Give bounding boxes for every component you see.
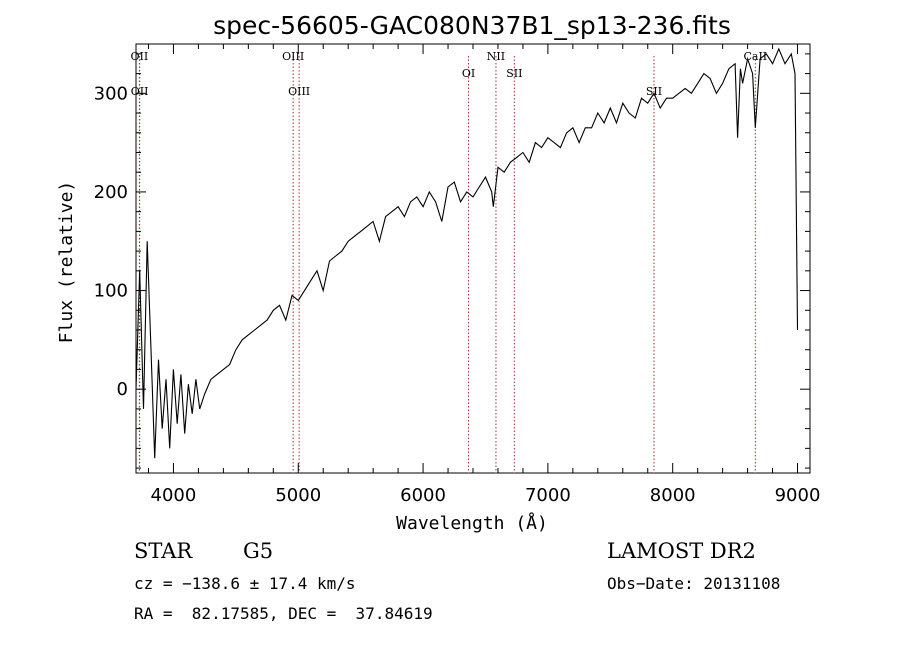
x-tick-label: 9000 bbox=[775, 485, 821, 506]
line-marker-label: NII bbox=[487, 50, 505, 63]
line-marker-label: OII bbox=[131, 85, 149, 98]
line-marker-label: CaII bbox=[743, 50, 767, 63]
y-tick-label: 100 bbox=[94, 281, 128, 302]
plot-frame bbox=[135, 43, 811, 474]
object-subclass: G5 bbox=[243, 539, 274, 563]
coordinates-readout: RA = 82.17585, DEC = 37.84619 bbox=[134, 604, 433, 623]
plot-border bbox=[135, 43, 811, 474]
x-tick-label: 4000 bbox=[151, 485, 197, 506]
y-tick-label: 200 bbox=[94, 182, 128, 203]
spectrum-line bbox=[135, 47, 799, 459]
observation-date: Obs−Date: 20131108 bbox=[607, 574, 781, 593]
survey-name: LAMOST DR2 bbox=[607, 539, 756, 563]
x-tick-label: 8000 bbox=[650, 485, 696, 506]
object-type: STAR bbox=[134, 539, 193, 563]
velocity-readout: cz = −138.6 ± 17.4 km/s bbox=[134, 574, 356, 593]
y-axis-label: Flux (relative) bbox=[56, 181, 77, 344]
line-marker-label: SII bbox=[506, 67, 522, 80]
chart-title: spec-56605-GAC080N37B1_sp13-236.fits bbox=[213, 11, 731, 40]
x-tick-label: 7000 bbox=[525, 485, 571, 506]
y-tick-label: 0 bbox=[117, 379, 128, 400]
line-marker-label: SII bbox=[646, 85, 662, 98]
line-marker-label: OIII bbox=[282, 50, 304, 63]
x-axis-label: Wavelength (Å) bbox=[396, 512, 548, 534]
line-marker-label: OI bbox=[462, 67, 475, 80]
line-marker-label: OIII bbox=[288, 85, 310, 98]
y-tick-label: 300 bbox=[94, 83, 128, 104]
spectrum-series bbox=[135, 47, 799, 459]
axis-ticks: 4000 5000 6000 7000 8000 9000 0 100 200 300 bbox=[94, 44, 821, 506]
x-tick-label: 5000 bbox=[275, 485, 321, 506]
x-tick-label: 6000 bbox=[400, 485, 446, 506]
